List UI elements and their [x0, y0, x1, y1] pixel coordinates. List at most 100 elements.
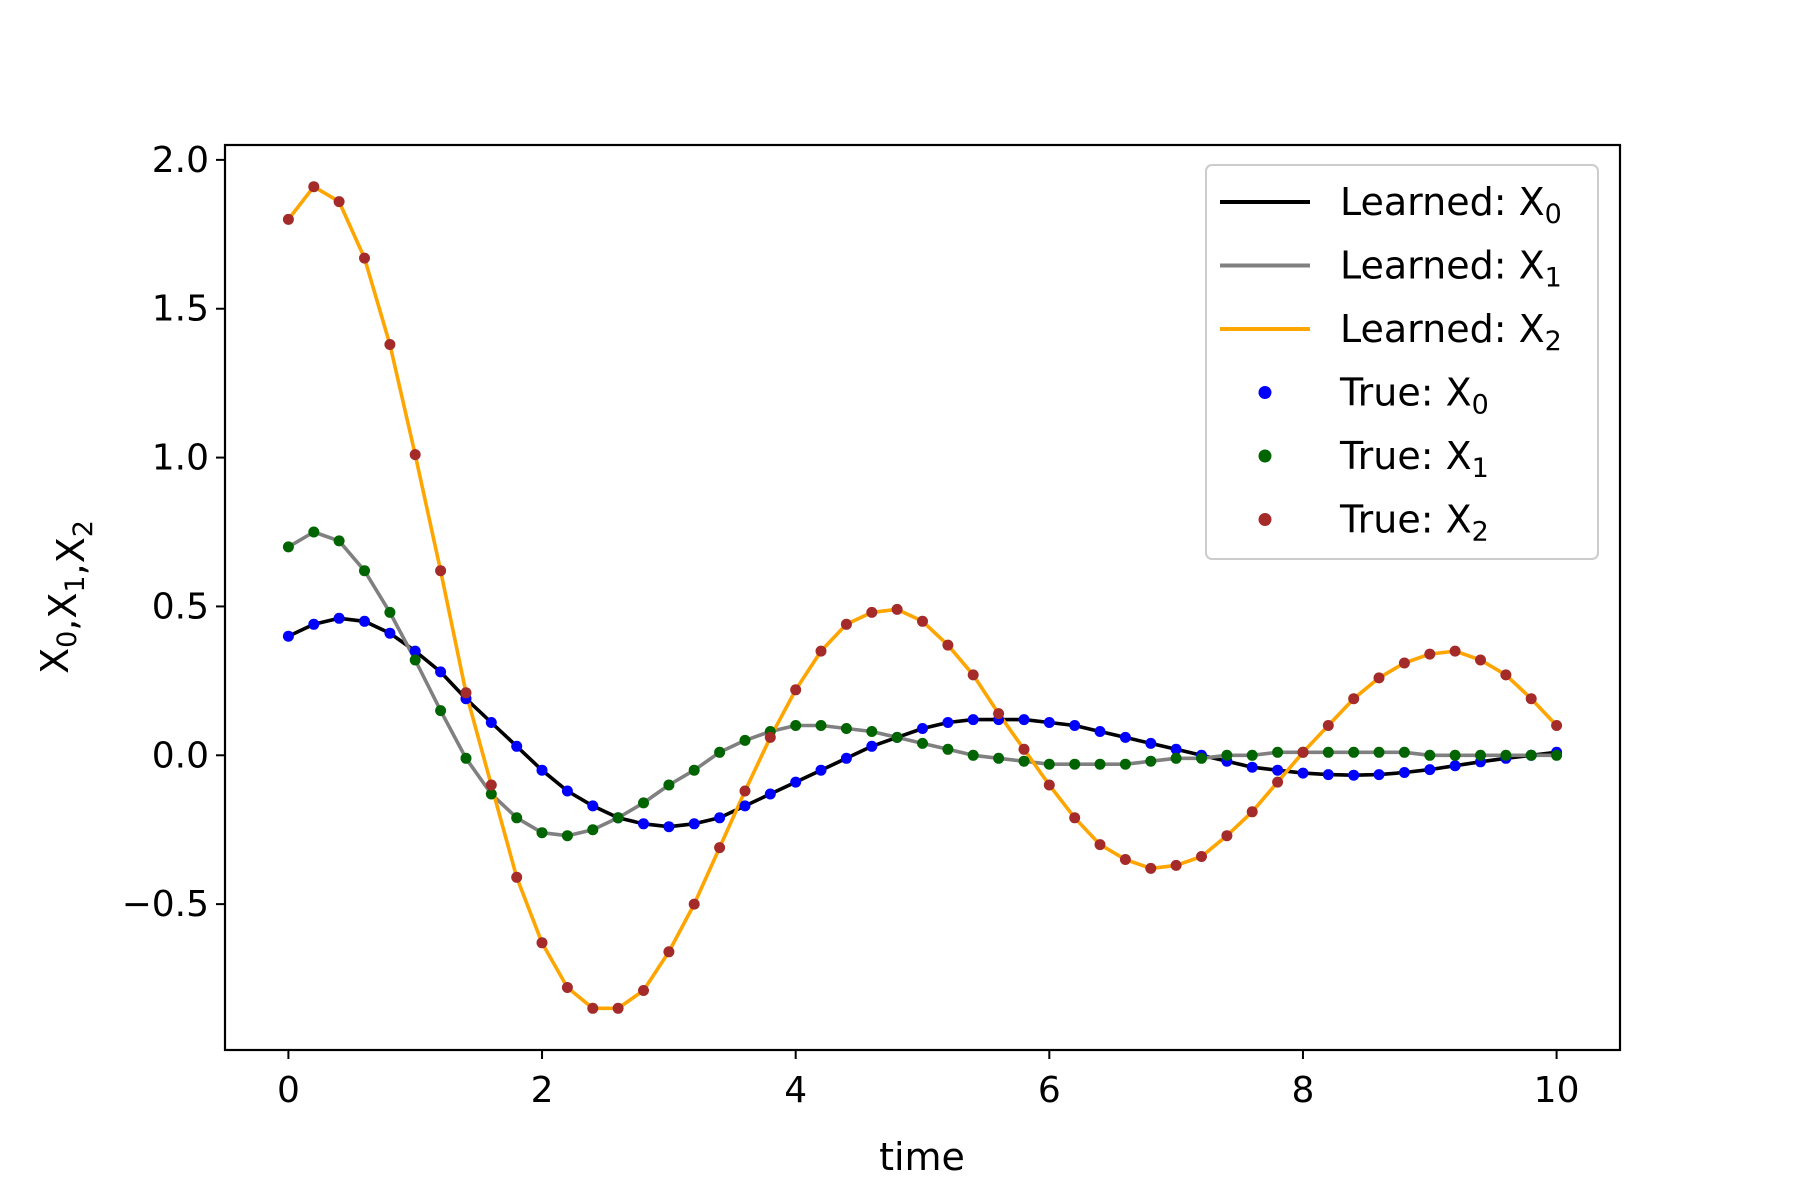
series-point-5 — [993, 708, 1005, 720]
series-point-5 — [308, 181, 320, 193]
series-point-4 — [384, 606, 396, 618]
series-point-3 — [308, 618, 320, 630]
series-point-4 — [1449, 749, 1461, 761]
series-point-4 — [993, 752, 1005, 764]
series-point-3 — [1297, 767, 1309, 779]
series-point-5 — [638, 985, 649, 996]
legend-entry-label: Learned: X2 — [1340, 307, 1562, 357]
series-point-5 — [840, 618, 852, 630]
series-point-3 — [815, 764, 827, 776]
series-point-5 — [1322, 720, 1334, 731]
y-axis-label: X0,X1,X2 — [33, 520, 99, 674]
series-point-5 — [1373, 672, 1385, 684]
series-point-3 — [384, 627, 396, 639]
series-point-4 — [815, 720, 827, 731]
series-point-5 — [1500, 669, 1512, 681]
series-point-4 — [1322, 746, 1334, 758]
series-point-4 — [1043, 758, 1055, 770]
series-point-4 — [967, 749, 979, 761]
y-tick-label: 0.0 — [152, 735, 209, 776]
series-point-4 — [435, 705, 447, 717]
series-point-3 — [282, 630, 294, 642]
series-point-3 — [790, 776, 802, 788]
series-point-3 — [663, 821, 675, 833]
legend-entry-label: Learned: X1 — [1340, 244, 1562, 294]
series-point-4 — [840, 723, 852, 734]
series-point-4 — [333, 535, 345, 547]
series-point-4 — [1145, 755, 1157, 767]
series-point-3 — [866, 740, 878, 752]
series-point-4 — [1069, 758, 1081, 770]
series-point-5 — [612, 1002, 624, 1014]
series-point-5 — [764, 731, 776, 743]
series-point-4 — [1500, 749, 1512, 761]
series-point-5 — [1069, 812, 1081, 824]
series-point-3 — [1119, 731, 1131, 743]
series-point-5 — [1551, 720, 1563, 731]
series-point-4 — [714, 746, 726, 758]
series-point-4 — [1119, 758, 1131, 770]
series-point-5 — [866, 606, 878, 618]
plot-frame — [223, 143, 1622, 1052]
legend-entry-label: True: X0 — [1339, 371, 1489, 421]
series-point-4 — [739, 734, 751, 746]
series-point-4 — [1373, 746, 1385, 758]
series-point-3 — [561, 785, 573, 797]
x-tick-label: 8 — [1292, 1070, 1315, 1111]
series-point-4 — [485, 788, 497, 800]
series-point-5 — [1246, 806, 1258, 818]
series-point-5 — [739, 785, 751, 797]
series-point-4 — [942, 743, 954, 755]
legend-dot-swatch — [1258, 513, 1272, 526]
series-point-3 — [1272, 764, 1284, 776]
series-point-4 — [511, 812, 523, 824]
series-point-4 — [561, 830, 573, 842]
series-point-5 — [333, 196, 345, 208]
series-point-4 — [409, 654, 421, 666]
series-point-5 — [1119, 854, 1131, 865]
series-point-3 — [1170, 743, 1182, 755]
series-point-4 — [866, 726, 878, 737]
series-point-5 — [1348, 693, 1360, 705]
series-point-5 — [1145, 862, 1157, 874]
y-tick-label: 1.5 — [152, 289, 209, 330]
series-point-5 — [359, 252, 370, 264]
series-point-5 — [714, 842, 726, 854]
series-point-3 — [333, 612, 345, 624]
series-point-5 — [891, 603, 903, 615]
legend: Learned: X0 Learned: X1 Learned: X2 True: X… — [1205, 164, 1599, 560]
series-point-4 — [1196, 752, 1207, 764]
series-point-3 — [638, 818, 649, 830]
legend-dot-swatch — [1258, 449, 1272, 463]
legend-entry-label: True: X1 — [1339, 434, 1489, 484]
series-point-3 — [1348, 769, 1360, 781]
series-point-4 — [688, 764, 700, 776]
series-point-5 — [384, 339, 396, 350]
series-point-5 — [790, 684, 802, 696]
series-point-4 — [359, 565, 370, 577]
series-point-5 — [536, 937, 548, 949]
series-point-3 — [1373, 769, 1385, 781]
series-point-3 — [1069, 720, 1081, 731]
series-point-4 — [536, 827, 548, 839]
series-point-3 — [485, 717, 497, 728]
series-point-3 — [409, 645, 421, 657]
x-tick-label: 4 — [784, 1070, 807, 1111]
series-point-4 — [308, 526, 320, 538]
series-point-3 — [917, 723, 928, 734]
series-point-4 — [1424, 749, 1436, 761]
series-point-3 — [688, 818, 700, 830]
series-point-5 — [561, 982, 573, 993]
series-point-3 — [840, 752, 852, 764]
series-point-5 — [1221, 830, 1233, 842]
series-point-5 — [460, 687, 472, 699]
series-point-5 — [1449, 645, 1461, 657]
series-point-3 — [764, 788, 776, 800]
series-point-5 — [967, 669, 979, 681]
series-point-5 — [1424, 648, 1436, 660]
series-point-4 — [891, 731, 903, 743]
series-point-5 — [409, 449, 421, 461]
x-tick-label: 10 — [1534, 1070, 1580, 1111]
series-point-4 — [1170, 752, 1182, 764]
series-point-4 — [1525, 749, 1537, 761]
